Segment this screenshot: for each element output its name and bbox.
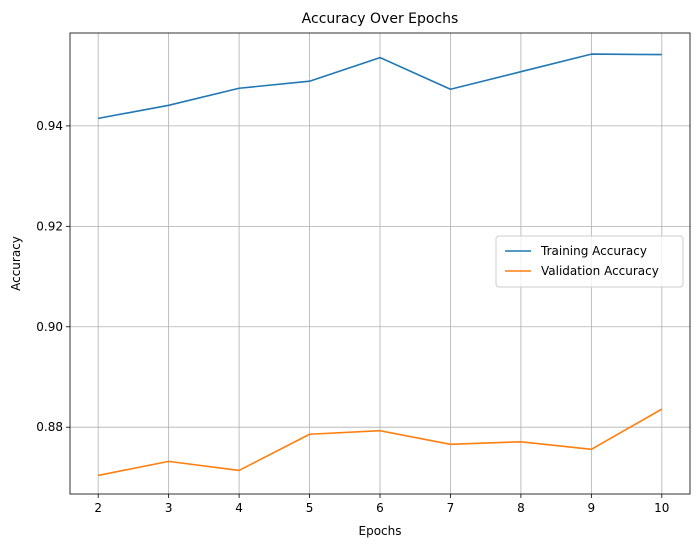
y-axis-label: Accuracy — [9, 236, 23, 291]
validation-accuracy-line — [98, 408, 663, 477]
legend: Training Accuracy Validation Accuracy — [495, 235, 684, 288]
y-tick-label: 0.88 — [36, 420, 63, 434]
x-tick-label: 3 — [165, 501, 173, 515]
legend-label-training: Training Accuracy — [540, 244, 647, 258]
x-tick-label: 6 — [376, 501, 384, 515]
tick-marks — [66, 125, 663, 498]
series-layer — [98, 53, 663, 477]
x-tick-label: 9 — [588, 501, 596, 515]
x-tick-label: 7 — [447, 501, 455, 515]
legend-box — [495, 235, 684, 288]
x-tick-label: 2 — [94, 501, 102, 515]
x-tick-label: 8 — [517, 501, 525, 515]
x-axis-label: Epochs — [359, 524, 402, 538]
chart-title: Accuracy Over Epochs — [302, 11, 459, 27]
grid-lines — [70, 33, 690, 494]
y-tick-label: 0.90 — [36, 320, 63, 334]
plot-frame — [69, 32, 691, 495]
legend-label-validation: Validation Accuracy — [541, 264, 659, 278]
y-tick-label: 0.94 — [36, 119, 63, 133]
x-tick-label: 4 — [235, 501, 243, 515]
training-accuracy-line — [98, 53, 662, 120]
x-tick-label: 5 — [306, 501, 314, 515]
x-tick-label: 10 — [654, 501, 669, 515]
y-tick-label: 0.92 — [36, 219, 63, 233]
